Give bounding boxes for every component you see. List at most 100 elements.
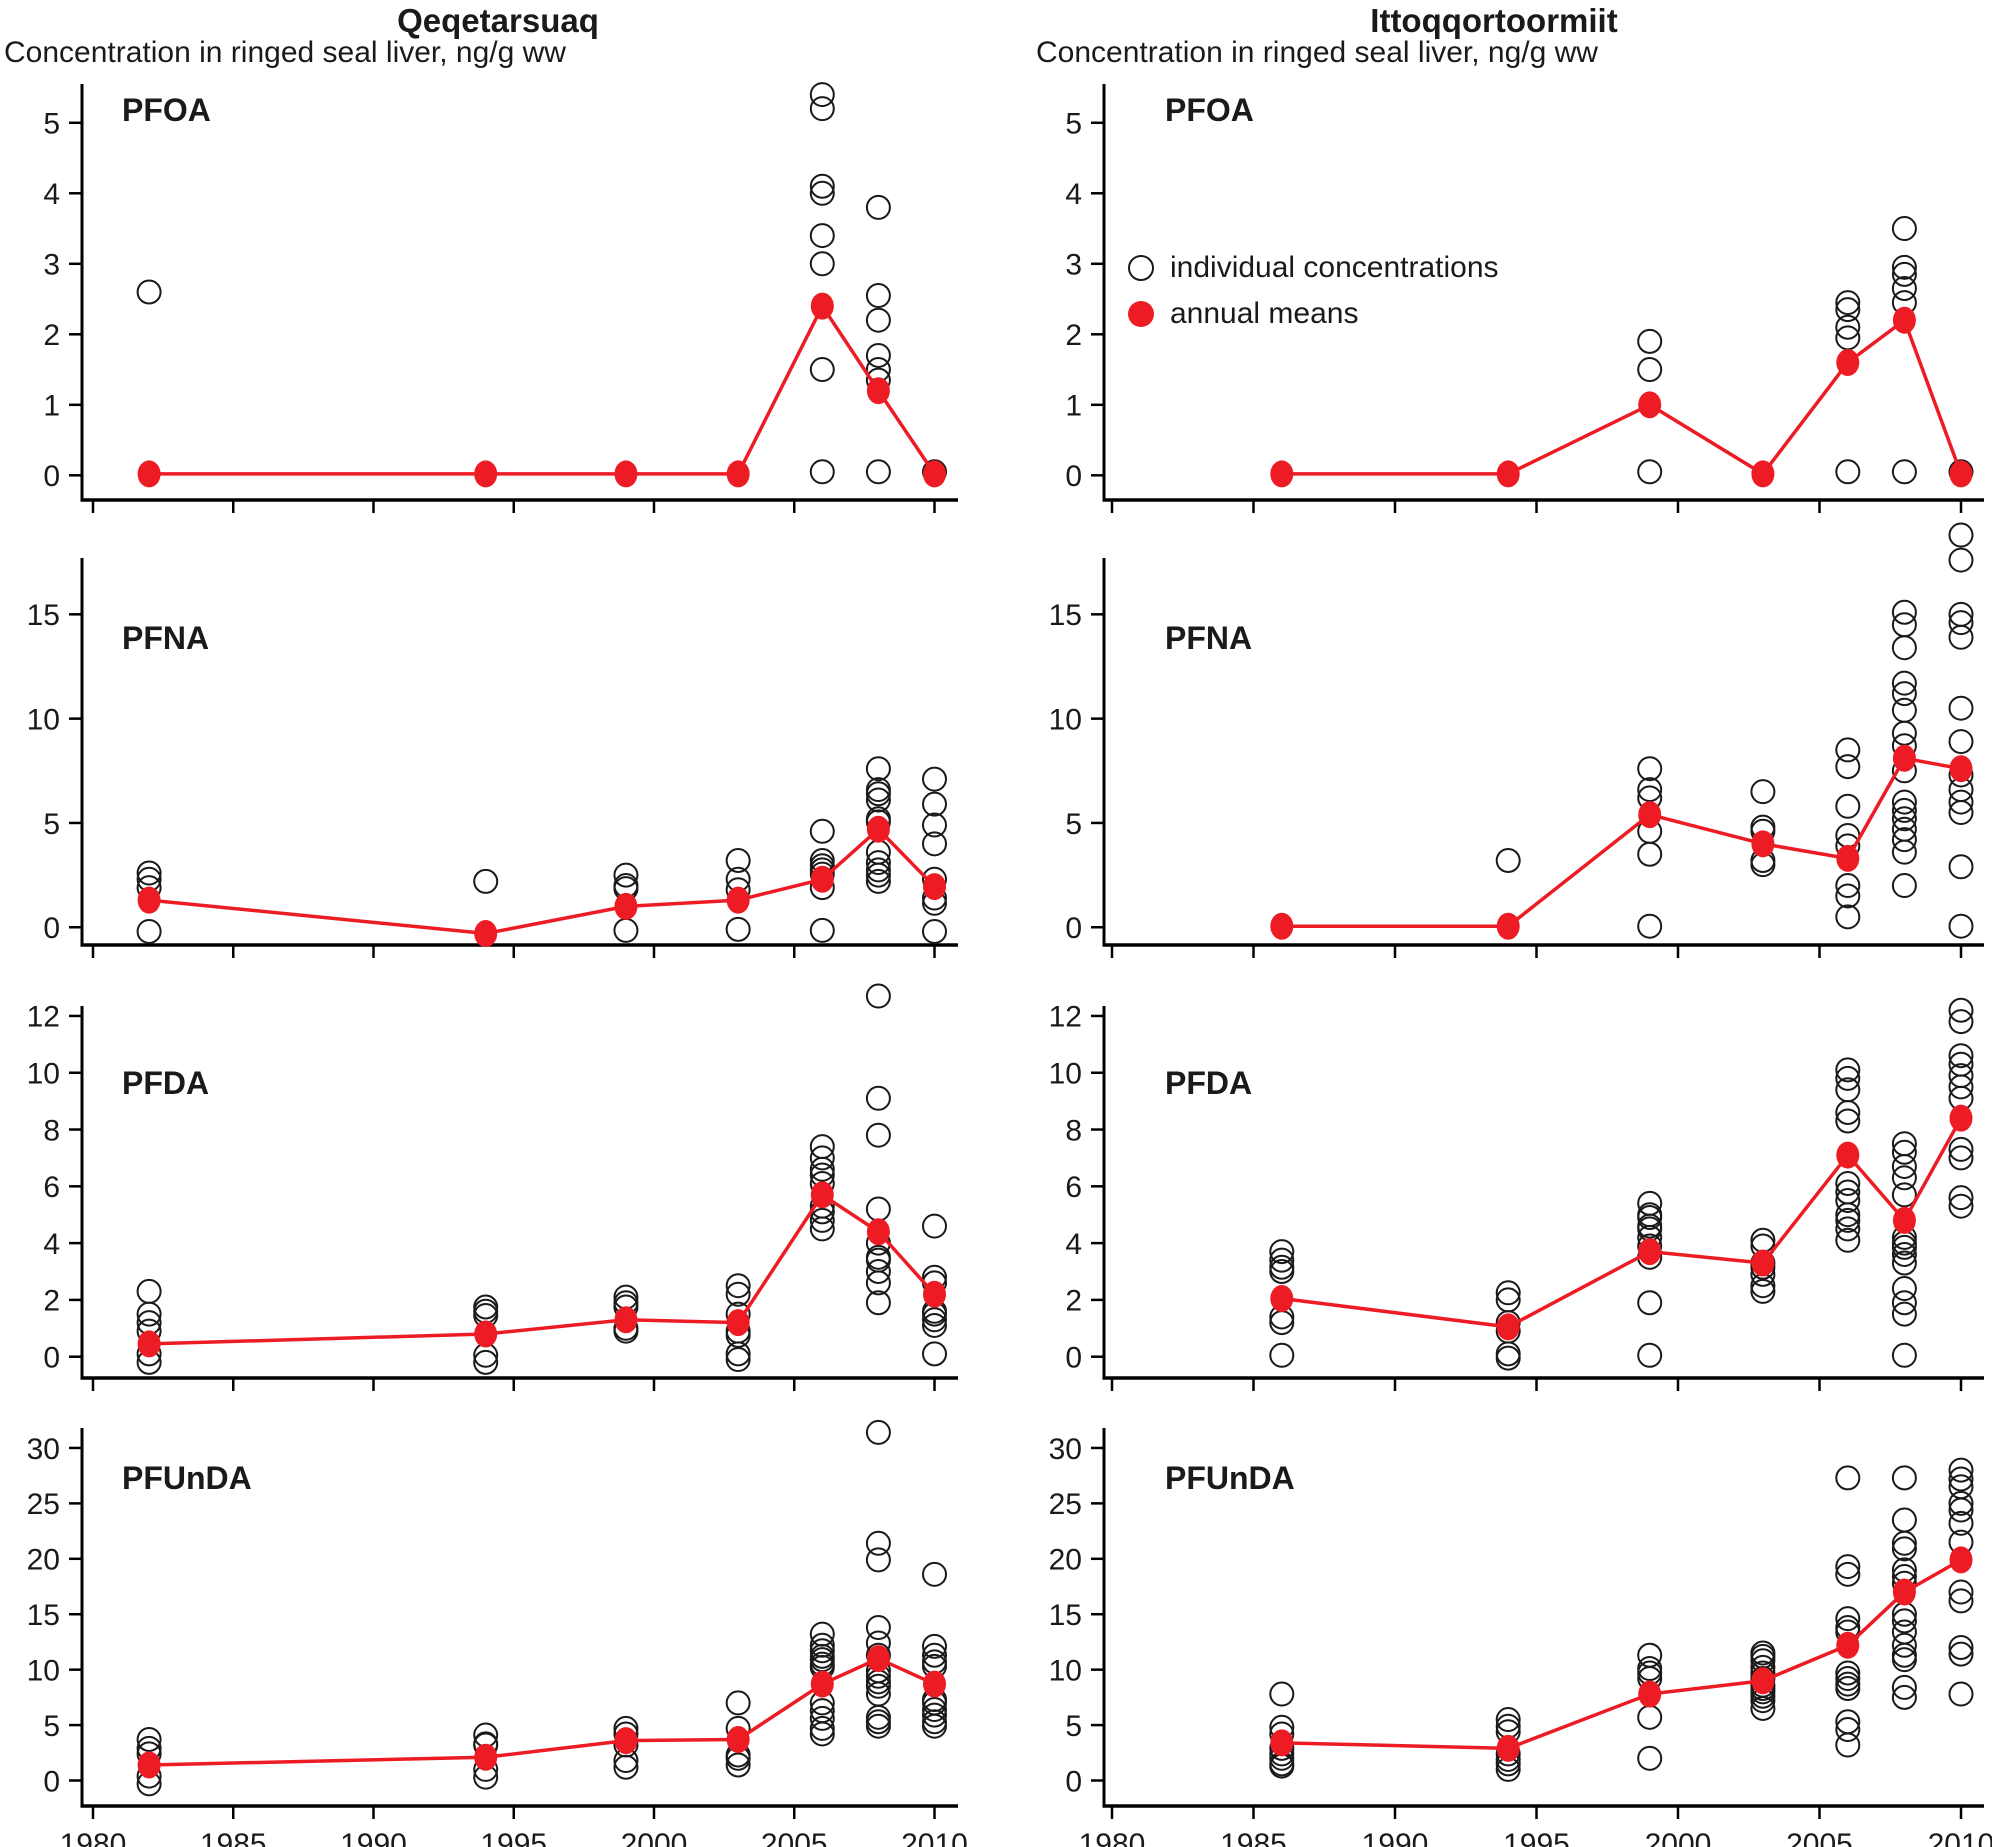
individual-point (1750, 1278, 1776, 1304)
annual-mean-point (1751, 1249, 1775, 1277)
individual-point (865, 283, 891, 309)
y-tick-label: 12 (1049, 1001, 1082, 1034)
legend-individual-label: individual concentrations (1170, 251, 1499, 284)
individual-point (809, 82, 835, 108)
individual-point (1891, 827, 1917, 853)
individual-point (1891, 1530, 1917, 1556)
individual-point (1948, 1193, 1974, 1219)
y-tick-label: 0 (43, 460, 60, 493)
x-tick-label: 1995 (480, 1828, 547, 1847)
individual-point (1891, 1632, 1917, 1658)
annual-mean-point (1270, 460, 1294, 488)
individual-point (1835, 1216, 1861, 1242)
y-tick-label: 10 (27, 1058, 60, 1091)
annual-mean-point (1270, 1284, 1294, 1312)
individual-point (809, 1145, 835, 1171)
panel-label-q-pfunda: PFUnDA (122, 1460, 252, 1496)
individual-point (865, 868, 891, 894)
individual-point (1637, 756, 1663, 782)
individual-point (613, 1754, 639, 1780)
individual-point (1835, 1561, 1861, 1587)
annual-mean-point (1836, 844, 1860, 872)
individual-point (1637, 1342, 1663, 1368)
annual-mean-point (614, 892, 638, 920)
annual-mean-point (1949, 1546, 1973, 1574)
individual-point (1637, 1704, 1663, 1730)
individual-point (1948, 1681, 1974, 1707)
y-tick-label: 5 (1065, 808, 1082, 841)
individual-point (865, 1085, 891, 1111)
individual-point (1891, 1536, 1917, 1562)
individual-point (865, 862, 891, 888)
individual-point (1637, 357, 1663, 383)
individual-point (865, 459, 891, 485)
individual-point (1835, 1465, 1861, 1491)
individual-point (1891, 1342, 1917, 1368)
y-tick-label: 0 (1065, 912, 1082, 945)
y-tick-label: 4 (43, 1228, 60, 1261)
y-tick-label: 5 (1065, 108, 1082, 141)
individual-point (1835, 1188, 1861, 1214)
individual-point (865, 839, 891, 865)
individual-point (809, 357, 835, 383)
individual-point (1948, 624, 1974, 650)
individual-point (1891, 1674, 1917, 1700)
individual-point (1891, 873, 1917, 899)
annual-mean-point (1836, 1141, 1860, 1169)
annual-mean-point (1496, 1313, 1520, 1341)
individual-point (1835, 1660, 1861, 1686)
annual-mean-point (726, 1309, 750, 1337)
y-tick-label: 20 (1049, 1544, 1082, 1577)
individual-point (725, 1690, 751, 1716)
individual-point (1637, 913, 1663, 939)
individual-point (725, 1281, 751, 1307)
individual-point (1891, 806, 1917, 832)
annual-mean-point (810, 1670, 834, 1698)
panel-label-i-pfoa: PFOA (1165, 92, 1254, 128)
annual-mean-point (1836, 349, 1860, 377)
y-tick-label: 0 (43, 912, 60, 945)
individual-point (809, 223, 835, 249)
individual-point (1948, 1510, 1974, 1536)
individual-point (1891, 1290, 1917, 1316)
individual-point (865, 1419, 891, 1445)
x-tick-label: 2010 (901, 1828, 968, 1847)
individual-point (1835, 737, 1861, 763)
annual-mean-point (1751, 460, 1775, 488)
annual-mean-point (1892, 306, 1916, 334)
individual-point (865, 756, 891, 782)
annual-mean-point (923, 1670, 946, 1698)
individual-point (1637, 1642, 1663, 1668)
individual-point (136, 1278, 162, 1304)
individual-point (725, 1347, 751, 1373)
individual-point (1269, 1310, 1295, 1336)
individual-point (613, 862, 639, 888)
annual-mean-point (726, 886, 750, 914)
individual-point (1891, 1250, 1917, 1276)
x-tick-label: 1980 (1079, 1828, 1146, 1847)
individual-point (1891, 635, 1917, 661)
x-tick-label: 2010 (1928, 1828, 1992, 1847)
individual-point (865, 1673, 891, 1699)
individual-point (1891, 697, 1917, 723)
y-tick-label: 20 (27, 1544, 60, 1577)
individual-point (809, 1207, 835, 1233)
individual-point (1948, 800, 1974, 826)
individual-point (1891, 1608, 1917, 1634)
individual-point (1948, 1497, 1974, 1523)
individual-point (809, 1156, 835, 1182)
annual-mean-point (137, 886, 161, 914)
annual-mean-point (1949, 460, 1973, 488)
y-tick-label: 0 (43, 1765, 60, 1798)
individual-point (1891, 1234, 1917, 1260)
y-tick-label: 25 (1049, 1488, 1082, 1521)
individual-point (1948, 695, 1974, 721)
individual-point (1948, 1185, 1974, 1211)
individual-point (865, 983, 891, 1009)
annual-mean-point (866, 1645, 890, 1673)
individual-point (473, 1349, 499, 1375)
y-tick-label: 5 (43, 1710, 60, 1743)
individual-point (1835, 1606, 1861, 1632)
panel-label-i-pfda: PFDA (1165, 1065, 1253, 1101)
